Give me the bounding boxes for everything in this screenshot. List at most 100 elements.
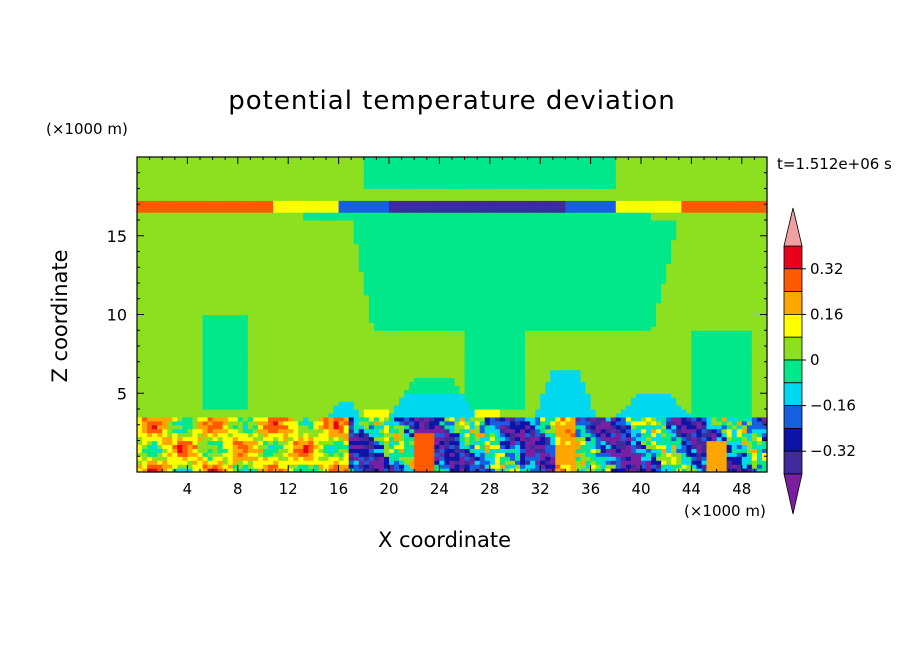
heatmap-cell [424, 381, 430, 386]
heatmap-cell [247, 369, 254, 375]
heatmap-cell [172, 322, 178, 327]
heatmap-cell [328, 306, 335, 312]
heatmap-cell [429, 448, 435, 453]
heatmap-cell [187, 424, 194, 430]
heatmap-cell [182, 377, 188, 383]
heatmap-cell [328, 393, 335, 398]
heatmap-cell [343, 318, 350, 323]
heatmap-cell [404, 172, 410, 178]
heatmap-cell [187, 464, 194, 469]
heatmap-cell [187, 204, 194, 209]
heatmap-cell [323, 212, 330, 217]
heatmap-cell [338, 294, 345, 300]
heatmap-cell [217, 294, 224, 300]
heatmap-cell [419, 227, 425, 233]
heatmap-cell [399, 314, 405, 320]
heatmap-cell [283, 157, 289, 162]
heatmap-cell [313, 275, 320, 280]
heatmap-cell [373, 302, 380, 308]
heatmap-cell [137, 346, 143, 351]
heatmap-cell [444, 326, 451, 331]
heatmap-cell [263, 196, 269, 201]
heatmap-cell [368, 444, 375, 449]
heatmap-cell [257, 342, 264, 347]
heatmap-cell [257, 322, 264, 327]
heatmap-cell [202, 432, 209, 438]
heatmap-cell [308, 164, 314, 170]
heatmap-cell [378, 247, 385, 253]
heatmap-cell [399, 412, 405, 418]
heatmap-cell [162, 440, 168, 446]
heatmap-cell [373, 239, 380, 245]
heatmap-cell [247, 346, 254, 351]
heatmap-cell [182, 176, 188, 182]
heatmap-cell [399, 216, 405, 221]
heatmap-cell [217, 381, 224, 386]
heatmap-cell [182, 243, 188, 249]
heatmap-cell [323, 440, 330, 446]
heatmap-cell [378, 326, 385, 331]
heatmap-cell [298, 180, 304, 186]
heatmap-cell [373, 373, 380, 379]
heatmap-cell [318, 424, 325, 430]
heatmap-cell [182, 239, 188, 245]
heatmap-cell [167, 393, 173, 398]
heatmap-cell [318, 393, 325, 398]
heatmap-cell [383, 338, 390, 343]
heatmap-cell [217, 235, 224, 241]
heatmap-cell [419, 428, 425, 434]
heatmap-cell [363, 306, 370, 312]
heatmap-cell [318, 204, 325, 209]
heatmap-cell [273, 397, 279, 402]
heatmap-cell [343, 342, 350, 347]
heatmap-cell [137, 377, 143, 383]
heatmap-cell [152, 208, 158, 213]
heatmap-cell [273, 424, 279, 430]
heatmap-cell [247, 216, 254, 221]
heatmap-cell [212, 338, 219, 343]
heatmap-cell [257, 436, 264, 442]
heatmap-cell [283, 188, 289, 194]
heatmap-cell [162, 267, 168, 272]
heatmap-cell [434, 227, 440, 233]
heatmap-cell [308, 180, 314, 186]
heatmap-cell [162, 436, 168, 442]
heatmap-cell [323, 452, 330, 457]
heatmap-cell [177, 389, 183, 394]
heatmap-cell [222, 448, 229, 453]
heatmap-cell [162, 188, 168, 194]
heatmap-cell [167, 409, 173, 414]
heatmap-cell [187, 361, 194, 367]
heatmap-cell [197, 164, 204, 170]
heatmap-cell [202, 385, 209, 390]
heatmap-cell [222, 239, 229, 245]
heatmap-cell [439, 353, 446, 359]
heatmap-cell [434, 220, 440, 225]
heatmap-cell [202, 393, 209, 398]
heatmap-cell [167, 326, 173, 331]
heatmap-cell [157, 176, 163, 182]
heatmap-cell [263, 223, 269, 229]
heatmap-cell [187, 263, 194, 268]
heatmap-cell [157, 440, 163, 446]
heatmap-cell [167, 259, 173, 264]
heatmap-cell [298, 302, 304, 308]
heatmap-cell [394, 227, 400, 233]
heatmap-cell [389, 263, 395, 268]
heatmap-cell [358, 448, 365, 453]
heatmap-cell [358, 184, 365, 190]
heatmap-cell [222, 322, 229, 327]
heatmap-cell [268, 369, 274, 375]
heatmap-cell [434, 448, 440, 453]
heatmap-cell [202, 255, 209, 260]
heatmap-cell [409, 381, 415, 386]
heatmap-cell [373, 275, 380, 280]
heatmap-cell [394, 188, 400, 194]
heatmap-cell [318, 326, 325, 331]
heatmap-cell [283, 168, 289, 174]
heatmap-cell [162, 208, 168, 213]
heatmap-cell [333, 235, 340, 241]
heatmap-cell [298, 377, 304, 383]
heatmap-cell [283, 279, 289, 284]
heatmap-cell [389, 216, 395, 221]
